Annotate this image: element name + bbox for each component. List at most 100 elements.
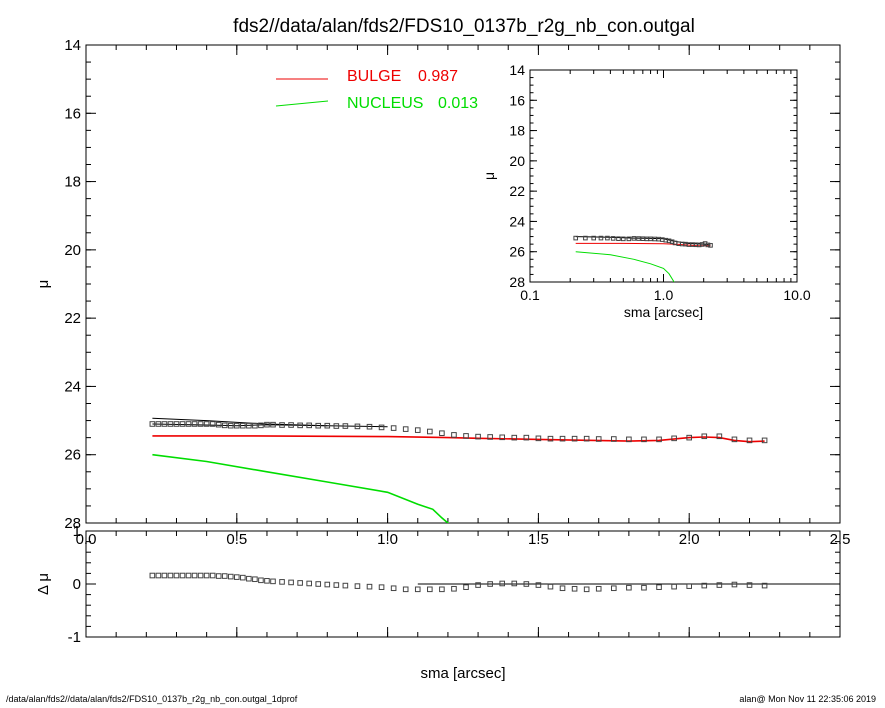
data-point [656,436,662,443]
data-point [626,436,632,443]
data-point [246,422,252,429]
data-point [155,421,162,427]
data-point [598,235,604,241]
data-point [451,585,457,592]
data-point [173,421,180,427]
data-point [463,433,469,439]
data-point [439,586,445,593]
x-tick-label: 0.1 [520,287,540,303]
data-point [240,422,246,429]
data-point [264,578,270,584]
data-point [149,421,156,427]
x-axis-label: sma [arcsec] [420,665,505,682]
data-point [595,585,602,592]
footer-timestamp: alan@ Mon Nov 11 22:35:06 2019 [739,694,876,704]
data-point [315,581,322,587]
data-point [708,243,713,248]
chart-title: fds2//data/alan/fds2/FDS10_0137b_r2g_nb_… [233,16,695,37]
x-axis-label: sma [arcsec] [624,304,703,320]
data-point [701,582,708,589]
data-point [583,586,590,593]
data-point [203,572,210,579]
data-point [227,573,234,580]
data-point [149,572,156,579]
data-point [699,242,705,247]
data-point [167,421,174,427]
data-point [252,576,258,583]
data-point [221,573,228,579]
data-point [221,422,228,429]
data-point [197,572,204,579]
y-axis-label: μ [481,172,497,180]
data-point [366,583,373,590]
data-point [161,572,168,579]
data-point [173,572,180,579]
data-point [559,585,566,592]
residual-plot: -1 0 1 sma [arcsec] Δ μ [35,523,841,682]
data-point [155,572,162,579]
data-point [475,582,481,588]
data-point [427,586,433,593]
legend-value: 0.987 [418,68,458,85]
data-point [354,583,361,589]
data-point [252,422,258,429]
y-tick-label: 26 [64,447,81,464]
data-point [716,433,723,440]
data-point [324,422,331,429]
series-bulge [575,242,711,247]
data-point [716,582,723,588]
data-point [475,433,481,440]
y-axis-label: μ [35,280,52,289]
data-point [547,435,554,442]
y-axis-label: Δ μ [35,573,52,595]
data-point [288,422,294,428]
data-point [671,435,677,442]
data-point [258,422,264,429]
data-point [324,581,331,588]
data-point [197,421,204,427]
data-point [333,423,340,429]
y-tick-label: 22 [64,310,81,327]
data-point [636,236,641,241]
data-point [656,584,662,590]
data-point [523,581,530,587]
data-point [731,581,738,588]
data-point [641,436,647,443]
legend-value: 0.013 [438,95,478,112]
y-tick-label: 28 [64,515,81,532]
data-point [573,235,579,241]
data-point [414,586,421,593]
y-tick-label: -1 [68,629,81,646]
data-point [179,572,186,579]
data-point [209,421,216,427]
data-point [179,421,186,427]
series-data [573,235,713,248]
data-point [591,235,596,241]
data-point [240,574,246,581]
plot-frame [85,44,841,524]
data-point [666,238,672,244]
legend-swatch [275,100,329,107]
y-tick-label: 24 [64,378,81,395]
data-point [342,423,349,429]
x-tick-label: 1.0 [654,287,674,303]
y-tick-label: 20 [509,153,525,169]
data-point [611,585,617,592]
series-data [149,421,768,444]
y-tick-label: 0 [73,576,81,593]
data-point [610,236,616,241]
data-point [402,586,409,593]
data-point [390,425,397,431]
legend-label: NUCLEUS [347,95,423,112]
data-point [270,578,276,585]
y-tick-label: 16 [509,92,525,108]
data-point [270,421,276,428]
y-tick-label: 22 [509,183,525,199]
data-point [746,437,753,444]
y-tick-label: 28 [509,274,525,290]
data-point [264,421,270,428]
data-point [402,426,409,432]
data-point [671,583,677,590]
series-residual [149,572,768,593]
